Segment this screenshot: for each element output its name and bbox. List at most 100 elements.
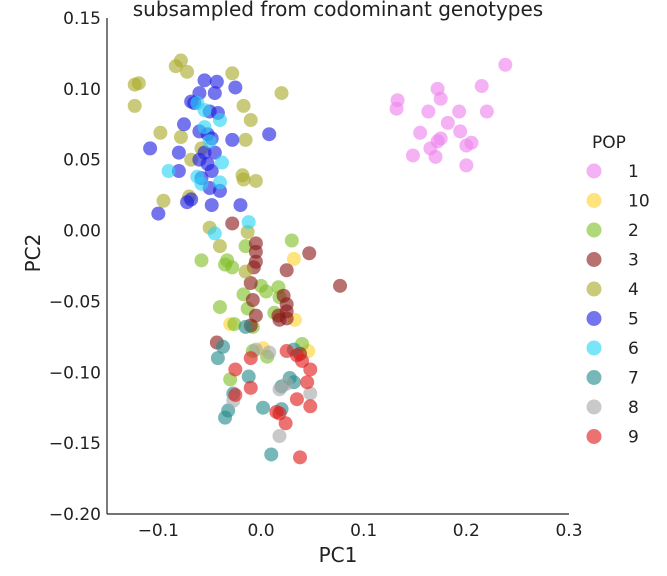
data-point: [300, 375, 315, 390]
chart-title: subsampled from codominant genotypes: [133, 0, 543, 21]
legend-marker: [586, 311, 602, 326]
data-point: [168, 59, 183, 74]
legend-marker: [586, 399, 602, 415]
legend-marker: [586, 163, 602, 179]
y-axis-title: PC2: [21, 234, 45, 273]
legend-item: 10: [586, 192, 650, 212]
legend-marker: [586, 281, 602, 297]
legend-label: 5: [628, 310, 639, 330]
data-point: [453, 124, 468, 139]
legend-marker: [586, 222, 602, 238]
y-tick-label: 0.05: [63, 151, 101, 171]
data-point: [241, 215, 256, 230]
series-pop-1: [389, 57, 513, 173]
y-tick-label: −0.15: [49, 434, 101, 454]
y-tick-label: −0.20: [49, 505, 101, 525]
legend-item: 6: [586, 339, 639, 359]
data-point: [243, 276, 258, 291]
data-point: [303, 362, 318, 377]
data-point: [259, 284, 274, 299]
legend-item: 8: [586, 398, 639, 418]
legend-label: 2: [628, 221, 639, 241]
legend-item: 1: [586, 162, 639, 182]
data-point: [177, 117, 191, 132]
data-point: [303, 399, 318, 414]
points-layer: [127, 53, 513, 465]
data-point: [433, 91, 448, 106]
legend-item: 9: [586, 428, 639, 448]
data-point: [197, 120, 212, 135]
legend-marker: [586, 252, 602, 267]
data-point: [210, 351, 225, 366]
data-point: [302, 246, 317, 261]
data-point: [225, 216, 240, 231]
data-point: [212, 300, 227, 315]
y-tick-label: −0.05: [49, 292, 101, 312]
data-point: [233, 198, 248, 213]
legend-marker: [586, 193, 602, 208]
legend-label: 3: [628, 251, 639, 271]
data-point: [421, 104, 436, 119]
data-point: [272, 429, 287, 444]
legend-item: 2: [586, 221, 639, 241]
data-point: [238, 132, 253, 147]
data-point: [216, 339, 231, 354]
data-point: [236, 98, 251, 113]
data-point: [272, 312, 287, 327]
data-point: [153, 125, 168, 140]
x-tick-label: 0.0: [247, 521, 274, 541]
series-pop-7: [210, 319, 301, 462]
legend-items: 1 10 2 3 4 5 6 7 8 9: [586, 162, 650, 448]
data-point: [218, 410, 233, 425]
data-point: [303, 386, 318, 401]
data-point: [289, 392, 304, 407]
data-point: [286, 251, 301, 266]
legend-label: 1: [628, 162, 639, 182]
y-tick-label: −0.10: [49, 363, 101, 383]
data-point: [228, 387, 243, 402]
data-point: [151, 206, 166, 221]
data-point: [428, 149, 443, 164]
data-point: [209, 74, 224, 89]
y-tick-label: 0.15: [63, 9, 101, 29]
series-pop-6: [161, 96, 256, 241]
data-point: [227, 317, 242, 332]
data-point: [262, 345, 277, 360]
data-point: [279, 376, 294, 391]
data-point: [284, 233, 299, 248]
legend-label: 9: [628, 428, 639, 448]
data-point: [194, 176, 209, 191]
data-point: [180, 64, 195, 79]
data-point: [202, 134, 217, 149]
data-point: [143, 141, 158, 156]
legend-item: 5: [586, 310, 639, 330]
data-point: [197, 103, 212, 118]
x-tick-label: −0.1: [138, 521, 179, 541]
x-axis-title: PC1: [319, 543, 358, 567]
data-point: [440, 115, 455, 130]
data-point: [278, 416, 293, 431]
data-point: [173, 130, 188, 145]
legend-marker: [586, 370, 602, 385]
series-pop-9: [228, 344, 318, 465]
data-point: [212, 113, 227, 128]
data-point: [293, 450, 308, 465]
legend: POP 1 10 2 3 4 5 6 7 8 9: [586, 133, 650, 448]
data-point: [243, 113, 258, 128]
x-tick-label: 0.2: [453, 521, 480, 541]
data-point: [474, 79, 489, 94]
plot-area: −0.1 0.0 0.1 0.2 0.3 −0.20 −0.15 −0.10 −0.05 0.0…: [49, 9, 583, 541]
data-point: [248, 173, 263, 188]
data-point: [197, 73, 212, 88]
legend-label: 6: [628, 339, 639, 359]
data-point: [161, 164, 176, 179]
data-point: [171, 145, 186, 160]
data-point: [238, 264, 253, 279]
data-point: [225, 260, 240, 275]
data-point: [225, 132, 240, 147]
legend-item: 4: [586, 280, 639, 300]
data-point: [256, 400, 271, 415]
legend-label: 4: [628, 280, 639, 300]
data-point: [459, 138, 474, 153]
data-point: [262, 127, 277, 142]
